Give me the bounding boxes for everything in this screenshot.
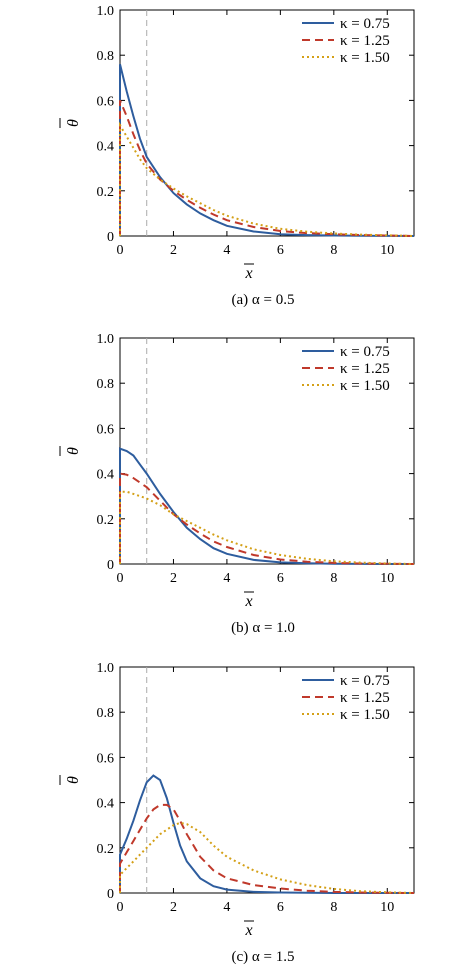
chart-caption: (c) α = 1.5 — [232, 949, 295, 965]
legend-label-2: κ = 1.25 — [340, 361, 390, 377]
x-tick-label: 10 — [380, 900, 394, 915]
y-tick-label: 0.2 — [97, 842, 115, 857]
chart-panel-3: 0 0.2 0.4 0.6 0.8 1.0 0 2 4 6 8 10 x θ κ = 0.75κ = 1.2… — [59, 661, 415, 965]
x-tick-label: 10 — [380, 571, 394, 586]
x-tick-label: 2 — [170, 243, 177, 258]
x-tick-label: 0 — [117, 900, 124, 915]
y-tick-label: 0.6 — [97, 751, 115, 766]
y-tick-label: 0 — [107, 558, 114, 573]
y-tick-label: 0.8 — [97, 49, 115, 64]
y-tick-label: 0.4 — [97, 797, 115, 812]
legend-label-2: κ = 1.25 — [340, 33, 390, 49]
y-tick-label: 0.4 — [97, 468, 115, 483]
chart-caption: (b) α = 1.0 — [231, 620, 295, 636]
y-tick-label: 0 — [107, 230, 114, 245]
chart-panel-1: 0 0.2 0.4 0.6 0.8 1.0 0 2 4 6 8 10 x θ κ = 0.75κ = 1.2… — [59, 4, 415, 308]
legend-label-3: κ = 1.50 — [340, 378, 390, 394]
y-tick-label: 0.2 — [97, 185, 115, 200]
y-tick-label: 0.6 — [97, 94, 115, 109]
x-tick-label: 4 — [223, 900, 230, 915]
y-axis-label: θ — [65, 776, 82, 784]
y-tick-label: 0.4 — [97, 140, 115, 155]
x-tick-label: 4 — [223, 243, 230, 258]
x-tick-label: 0 — [117, 243, 124, 258]
x-axis-label: x — [244, 593, 252, 610]
series-line-1 — [119, 774, 414, 894]
y-axis-label: θ — [65, 119, 82, 127]
x-axis-label: x — [244, 922, 252, 939]
series-line-3 — [119, 821, 415, 894]
x-tick-label: 6 — [277, 900, 284, 915]
y-tick-label: 1.0 — [97, 661, 115, 676]
y-tick-label: 0.2 — [97, 513, 115, 528]
x-tick-label: 2 — [170, 900, 177, 915]
series-line-1 — [119, 447, 414, 565]
legend-label-1: κ = 0.75 — [340, 344, 390, 360]
legend-label-2: κ = 1.25 — [340, 690, 390, 706]
x-tick-label: 6 — [277, 243, 284, 258]
x-axis-label: x — [244, 265, 252, 282]
y-tick-label: 1.0 — [97, 332, 115, 347]
legend-label-1: κ = 0.75 — [340, 16, 390, 32]
series-line-2 — [119, 472, 415, 565]
series-line-3 — [119, 490, 415, 565]
x-tick-label: 8 — [330, 243, 337, 258]
x-tick-label: 8 — [330, 900, 337, 915]
series-line-1 — [119, 63, 415, 237]
y-axis-label: θ — [65, 447, 82, 455]
chart-caption: (a) α = 0.5 — [232, 292, 295, 308]
y-tick-label: 0.8 — [97, 377, 115, 392]
series-line-3 — [119, 121, 415, 237]
x-tick-label: 2 — [170, 571, 177, 586]
series-line-2 — [119, 803, 415, 894]
y-tick-label: 0.6 — [97, 422, 115, 437]
legend-label-3: κ = 1.50 — [340, 50, 390, 66]
chart-panel-2: 0 0.2 0.4 0.6 0.8 1.0 0 2 4 6 8 10 x θ κ = 0.75κ = 1.2… — [59, 332, 415, 636]
legend-label-1: κ = 0.75 — [340, 673, 390, 689]
x-tick-label: 10 — [380, 243, 394, 258]
x-tick-label: 4 — [223, 571, 230, 586]
x-tick-label: 6 — [277, 571, 284, 586]
y-tick-label: 0 — [107, 887, 114, 902]
legend-label-3: κ = 1.50 — [340, 707, 390, 723]
series-line-2 — [119, 100, 415, 237]
x-tick-label: 8 — [330, 571, 337, 586]
x-tick-label: 0 — [117, 571, 124, 586]
y-tick-label: 0.8 — [97, 706, 115, 721]
y-tick-label: 1.0 — [97, 4, 115, 19]
